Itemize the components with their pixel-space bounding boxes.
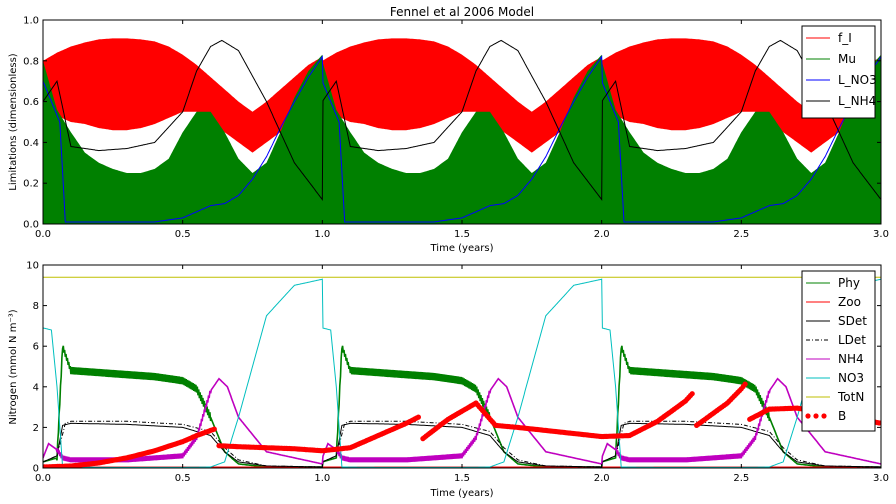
bottom-series-phy <box>43 345 881 468</box>
bottom-x-ticks: 0.0 0.5 1.0 1.5 2.0 2.5 3.0 <box>35 265 889 484</box>
top-y-tick-label: 0.0 <box>23 220 39 231</box>
bottom-x-tick-label: 1.5 <box>454 473 470 484</box>
top-legend-box <box>801 25 876 119</box>
top-y-tick-label: 0.4 <box>23 138 39 149</box>
bottom-x-tick-label: 1.0 <box>314 473 330 484</box>
top-y-ticks: 0.0 0.2 0.4 0.6 0.8 1.0 <box>23 16 881 231</box>
bottom-x-tick-label: 0.5 <box>175 473 191 484</box>
top-legend-label-mu: Mu <box>838 52 856 66</box>
top-series-mu <box>43 54 881 224</box>
top-legend-label-l-nh4: L_NH4 <box>838 94 876 108</box>
top-x-tick-label: 2.0 <box>594 229 610 240</box>
bottom-legend-label-phy: Phy <box>838 276 860 290</box>
bottom-x-tick-label: 0.0 <box>35 473 51 484</box>
bottom-b-point <box>211 426 217 432</box>
top-x-tick-label: 1.0 <box>314 229 330 240</box>
bottom-series-ldet <box>43 420 881 468</box>
bottom-y-ticks: 0 2 4 6 8 10 <box>26 261 881 475</box>
top-legend-label-f-i: f_I <box>838 31 852 45</box>
bottom-y-tick-label: 6 <box>33 342 39 353</box>
top-x-ticks: 0.0 0.5 1.0 1.5 2.0 2.5 3.0 <box>35 20 889 240</box>
bottom-y-tick-label: 2 <box>33 423 39 434</box>
bottom-b-point <box>876 420 881 426</box>
top-series-f-i <box>43 38 881 153</box>
top-y-tick-label: 0.2 <box>23 179 39 190</box>
top-x-tick-label: 2.5 <box>733 229 749 240</box>
bottom-legend-marker-b <box>805 413 811 419</box>
bottom-y-tick-label: 10 <box>26 261 39 272</box>
bottom-legend-box <box>801 270 876 432</box>
bottom-y-axis-label: Nitrogen (mmol N m⁻³) <box>8 309 19 424</box>
bottom-legend-marker-b <box>813 413 819 419</box>
bottom-b-point <box>742 381 748 387</box>
top-y-axis-label: Limitations (dimensionless) <box>8 53 19 191</box>
bottom-b-point <box>415 414 421 420</box>
top-x-tick-label: 3.0 <box>873 229 889 240</box>
top-series-l-nh4 <box>43 39 881 201</box>
bottom-series-sdet <box>43 422 881 468</box>
top-chart: Fennel et al 2006 Model 0.0 0.5 1.0 1.5 2.0 2… <box>8 5 889 254</box>
top-series-l-no3 <box>43 55 881 223</box>
bottom-series-nh4 <box>43 377 881 465</box>
bottom-chart: 0.0 0.5 1.0 1.5 2.0 2.5 3.0 0 2 4 6 8 10 Time (year… <box>8 261 889 500</box>
bottom-x-tick-label: 2.0 <box>594 473 610 484</box>
top-legend-label-l-no3: L_NO3 <box>838 73 877 87</box>
bottom-x-axis-label: Time (years) <box>430 488 494 499</box>
top-chart-title: Fennel et al 2006 Model <box>390 5 534 19</box>
top-plot-area <box>43 38 881 224</box>
top-x-axis-label: Time (years) <box>430 243 494 254</box>
bottom-legend-label-sdet: SDet <box>838 314 867 328</box>
bottom-legend-label-zoo: Zoo <box>838 295 861 309</box>
bottom-legend-label-no3: NO3 <box>838 371 864 385</box>
top-x-tick-label: 0.0 <box>35 229 51 240</box>
bottom-plot-area <box>43 276 881 468</box>
top-x-tick-label: 0.5 <box>175 229 191 240</box>
bottom-legend: Phy Zoo SDet LDet NH4 NO3 TotN B <box>801 270 876 432</box>
bottom-b-point <box>689 391 695 397</box>
bottom-x-tick-label: 2.5 <box>733 473 749 484</box>
top-y-tick-label: 1.0 <box>23 16 39 27</box>
top-y-tick-label: 0.8 <box>23 56 39 67</box>
bottom-legend-label-ldet: LDet <box>838 333 866 347</box>
bottom-series-b <box>43 381 881 468</box>
bottom-legend-label-b: B <box>838 409 846 423</box>
bottom-legend-marker-b <box>821 413 827 419</box>
bottom-y-tick-label: 4 <box>33 382 39 393</box>
bottom-x-tick-label: 3.0 <box>873 473 889 484</box>
bottom-legend-label-nh4: NH4 <box>838 352 864 366</box>
top-x-tick-label: 1.5 <box>454 229 470 240</box>
bottom-legend-label-totn: TotN <box>837 390 864 404</box>
bottom-y-tick-label: 0 <box>33 464 39 475</box>
top-legend: f_I Mu L_NO3 L_NH4 <box>801 25 877 119</box>
top-y-tick-label: 0.6 <box>23 97 39 108</box>
bottom-y-tick-label: 8 <box>33 301 39 312</box>
